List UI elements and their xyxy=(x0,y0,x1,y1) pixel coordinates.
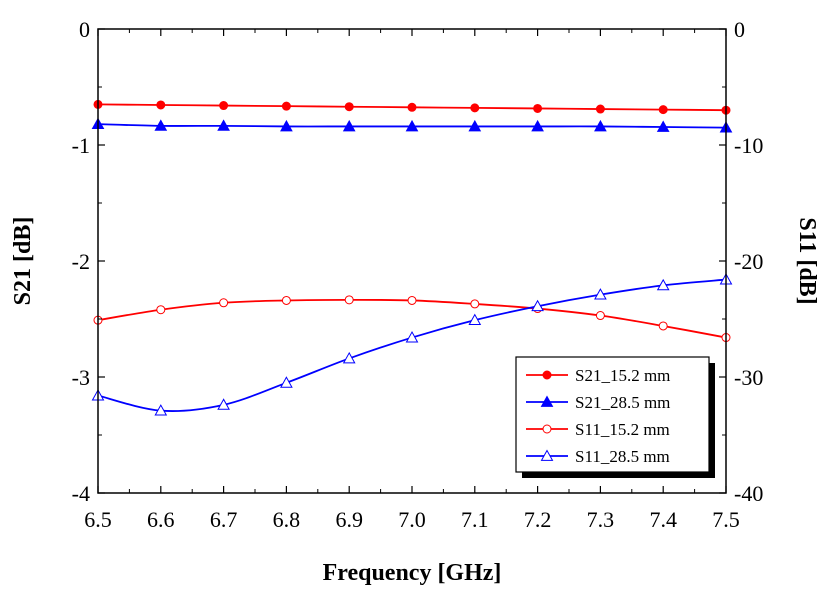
data-point xyxy=(595,104,605,114)
legend-item-s21-28-5-mm: S21_28.5 mm xyxy=(526,393,670,412)
x-tick-label: 7.3 xyxy=(587,507,615,532)
legend-marker xyxy=(542,370,552,380)
legend-label: S11_15.2 mm xyxy=(575,420,670,439)
x-tick-label: 6.7 xyxy=(210,507,238,532)
data-point xyxy=(280,119,293,132)
data-point xyxy=(470,299,480,309)
legend-marker xyxy=(540,395,554,407)
data-point xyxy=(344,102,354,112)
data-point xyxy=(594,288,607,300)
data-point xyxy=(281,295,291,305)
legend-item-s11-15-2-mm: S11_15.2 mm xyxy=(526,420,670,439)
x-tick-label: 7.2 xyxy=(524,507,552,532)
legend-item-s21-15-2-mm: S21_15.2 mm xyxy=(526,366,670,385)
legend-marker xyxy=(542,424,552,434)
series-s21-28-5-mm xyxy=(91,117,733,133)
ticks-layer: 6.5 6.6 6.7 6.8 6.9 7.0 7.1 7.2 7.3 7.4 7.5 0 -1 -2 -3… xyxy=(72,17,764,532)
data-point xyxy=(344,295,354,305)
data-point xyxy=(656,120,670,132)
x-tick-label: 6.5 xyxy=(84,507,112,532)
right-tick-label: -30 xyxy=(734,365,763,390)
legend-label: S11_28.5 mm xyxy=(575,447,670,466)
x-axis-title: Frequency [GHz] xyxy=(323,560,502,586)
x-tick-label: 7.5 xyxy=(712,507,740,532)
right-tick-label: -10 xyxy=(734,133,763,158)
data-point xyxy=(656,278,670,291)
data-point xyxy=(342,119,356,132)
right-tick-label: 0 xyxy=(734,17,745,42)
left-axis-title: S21 [dB] xyxy=(10,217,36,306)
legend: S21_15.2 mm S21_28.5 mm S11_15.2 mm S11_28.… xyxy=(515,356,715,478)
data-point xyxy=(531,119,544,132)
legend-label: S21_28.5 mm xyxy=(575,393,670,412)
x-tick-label: 7.4 xyxy=(649,507,677,532)
right-tick-label: -40 xyxy=(734,481,763,506)
data-point xyxy=(658,105,668,115)
data-point xyxy=(594,119,607,132)
data-point xyxy=(531,299,544,312)
data-point xyxy=(342,351,356,364)
data-point xyxy=(154,119,168,131)
legend-entries: S21_15.2 mm S21_28.5 mm S11_15.2 mm S11_28.… xyxy=(526,366,670,466)
data-point xyxy=(407,102,417,112)
left-tick-label: -3 xyxy=(72,365,90,390)
x-tick-label: 7.0 xyxy=(398,507,426,532)
data-point xyxy=(280,376,293,388)
legend-item-s11-28-5-mm: S11_28.5 mm xyxy=(526,447,670,466)
data-point xyxy=(281,101,291,111)
data-point xyxy=(217,119,230,131)
data-point xyxy=(407,295,417,305)
data-point xyxy=(156,305,166,315)
x-tick-label: 6.6 xyxy=(147,507,175,532)
data-point xyxy=(468,313,482,326)
right-axis-title: S11 [dB] xyxy=(794,217,820,304)
data-point xyxy=(219,298,229,308)
data-point xyxy=(533,103,543,113)
left-tick-label: 0 xyxy=(79,17,90,42)
series-layer xyxy=(91,99,733,416)
x-tick-label: 7.1 xyxy=(461,507,489,532)
series-s21-15-2-mm xyxy=(93,99,731,115)
x-tick-label: 6.8 xyxy=(273,507,301,532)
data-point xyxy=(658,321,668,331)
data-point xyxy=(217,398,230,410)
legend-label: S21_15.2 mm xyxy=(575,366,670,385)
data-point xyxy=(156,100,166,110)
series-s11-15-2-mm xyxy=(93,295,731,343)
x-tick-label: 6.9 xyxy=(335,507,363,532)
left-tick-label: -2 xyxy=(72,249,90,274)
data-point xyxy=(405,119,419,132)
left-tick-label: -1 xyxy=(72,133,90,158)
data-point xyxy=(219,101,229,111)
data-point xyxy=(468,119,482,132)
left-tick-label: -4 xyxy=(72,481,90,506)
right-tick-label: -20 xyxy=(734,249,763,274)
data-point xyxy=(405,331,419,343)
series-s11-28-5-mm xyxy=(91,273,733,416)
data-point xyxy=(470,103,480,113)
legend-marker xyxy=(540,449,554,461)
data-point xyxy=(154,404,168,416)
data-point xyxy=(595,311,605,321)
